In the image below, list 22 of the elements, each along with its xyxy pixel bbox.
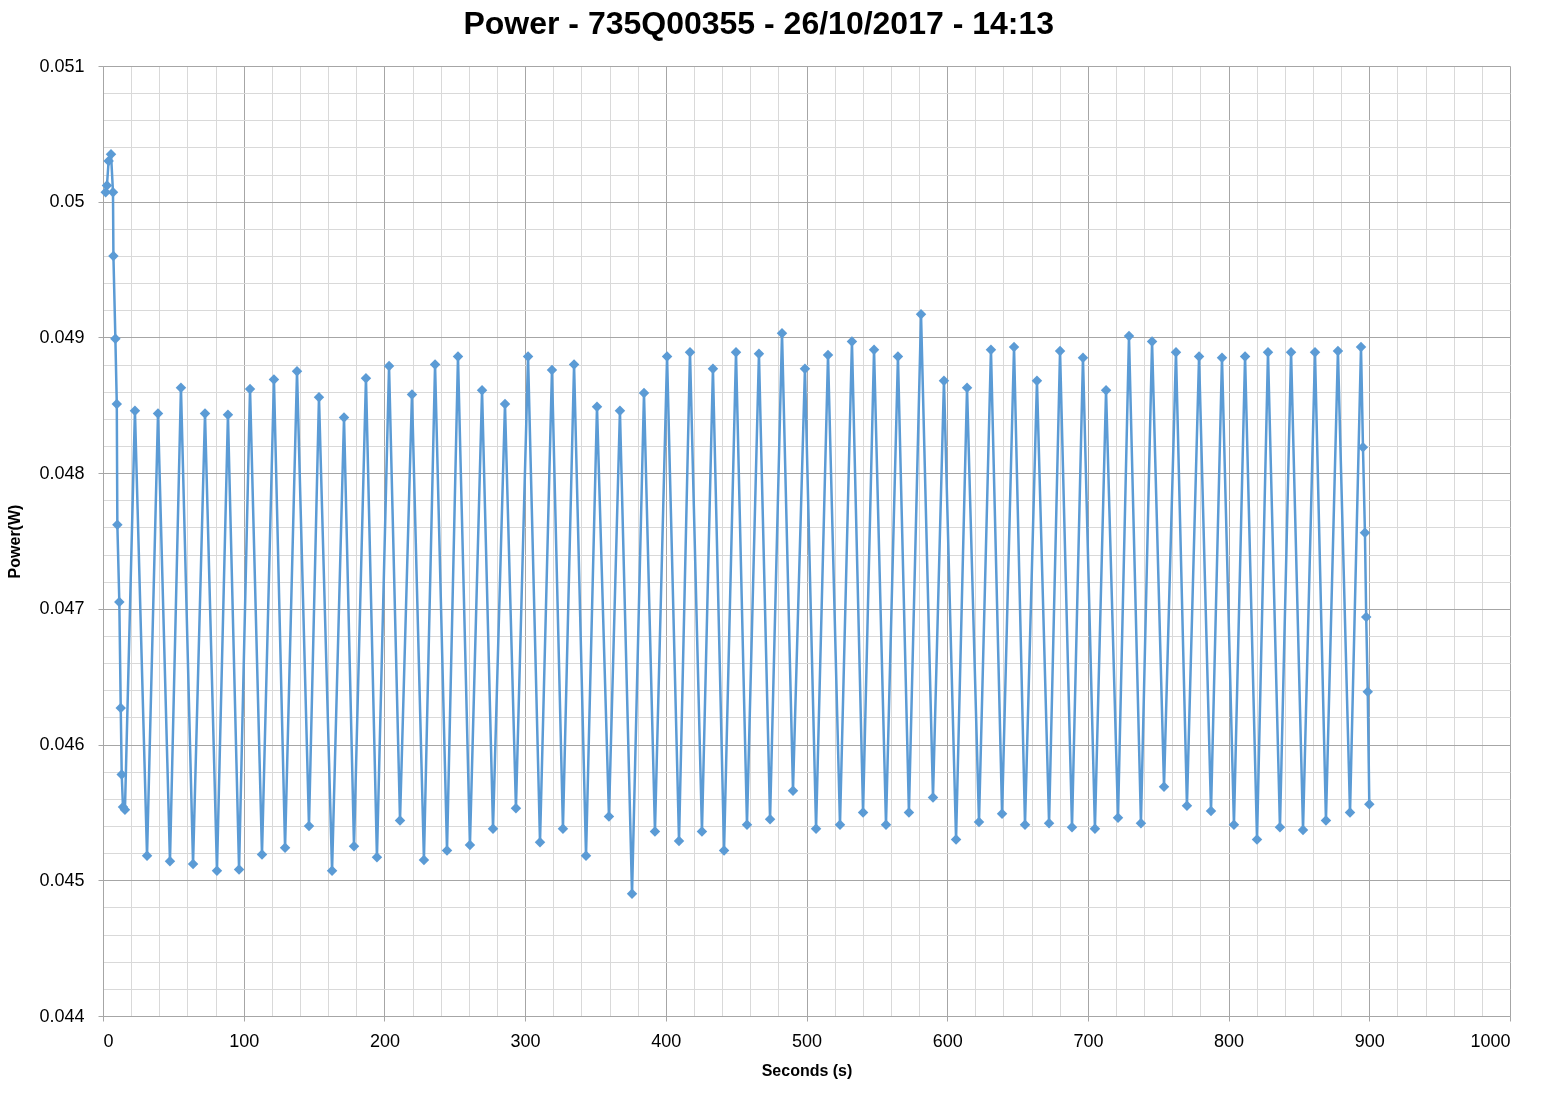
y-tick-label: 0.05 <box>49 191 85 212</box>
x-tick-label: 900 <box>1354 1030 1385 1051</box>
x-tick-label: 0 <box>103 1030 114 1051</box>
x-tick-label: 1000 <box>1470 1030 1511 1051</box>
x-tick-label: 700 <box>1073 1030 1104 1051</box>
y-axis-title: Power(W) <box>6 504 24 579</box>
x-tick-label: 300 <box>510 1030 541 1051</box>
y-tick-label: 0.044 <box>39 1005 85 1026</box>
x-tick-label: 500 <box>791 1030 823 1051</box>
y-tick-label: 0.049 <box>39 326 85 347</box>
x-tick-label: 100 <box>229 1030 260 1051</box>
y-tick-label: 0.051 <box>39 55 85 76</box>
x-tick-label: 800 <box>1214 1030 1245 1051</box>
y-tick-label: 0.045 <box>39 869 85 890</box>
x-tick-label: 200 <box>369 1030 400 1051</box>
x-tick-label: 400 <box>651 1030 682 1051</box>
x-tick-label: 600 <box>932 1030 963 1051</box>
y-tick-label: 0.048 <box>39 462 85 483</box>
y-tick-label: 0.047 <box>39 598 85 619</box>
y-tick-label: 0.046 <box>39 734 85 755</box>
chart-title: Power - 735Q00355 - 26/10/2017 - 14:13 <box>463 5 1055 41</box>
x-axis-title: Seconds (s) <box>761 1061 853 1079</box>
